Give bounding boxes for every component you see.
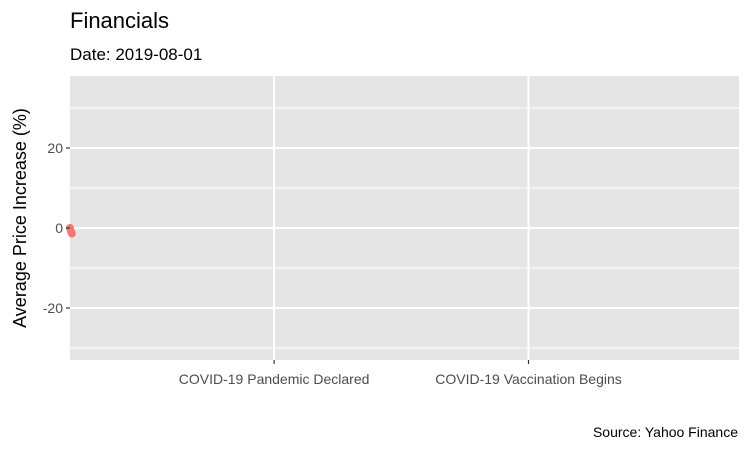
chart-caption: Source: Yahoo Finance — [593, 424, 738, 440]
x-axis: COVID-19 Pandemic Declared COVID-19 Vacci… — [179, 360, 622, 387]
y-tick-label: 20 — [47, 140, 63, 156]
y-axis-title: Average Price Increase (%) — [10, 108, 30, 328]
grid-layer — [70, 76, 739, 360]
y-tick-label: -20 — [43, 300, 63, 316]
y-axis: -20 0 20 — [43, 140, 70, 316]
plot-panel — [70, 76, 739, 360]
y-tick-label: 0 — [55, 220, 63, 236]
points-layer — [66, 224, 76, 238]
chart-title: Financials — [70, 8, 169, 33]
x-tick-label: COVID-19 Pandemic Declared — [179, 371, 370, 387]
data-point — [67, 229, 76, 238]
x-tick-label: COVID-19 Vaccination Begins — [435, 371, 622, 387]
chart-subtitle: Date: 2019-08-01 — [70, 45, 202, 64]
